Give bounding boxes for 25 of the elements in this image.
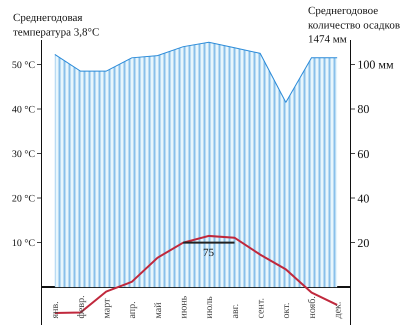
y2-tick-label: 20 <box>357 236 370 250</box>
y2-tick-label: 40 <box>357 191 370 206</box>
y2-tick-label: 60 <box>357 146 370 161</box>
x-tick-label: май <box>152 302 164 318</box>
y-tick-label: 50 °C <box>12 60 36 71</box>
x-tick-label: авг. <box>230 304 241 318</box>
y-tick-label: 10 °C <box>12 238 36 250</box>
x-tick-label: февр. <box>76 295 87 318</box>
x-tick-label: дек. <box>332 302 344 318</box>
annotation: Среднегодовое количество осадков 1474 мм <box>308 5 400 46</box>
y-tick-label: 20 °C <box>12 194 36 205</box>
x-tick-label: март <box>101 298 112 318</box>
x-tick-label: сент. <box>255 298 266 318</box>
y-tick-label: 40 °C <box>12 104 36 116</box>
x-tick-label: нояб. <box>306 296 318 318</box>
y2-tick-label: 100 мм <box>357 58 394 72</box>
x-tick-label: июнь <box>178 295 190 318</box>
x-tick-label: янв. <box>50 301 62 318</box>
x-tick-label: июль <box>204 296 216 318</box>
annotation: 75 <box>203 247 214 259</box>
y-tick-label: 30 °C <box>12 149 36 160</box>
x-tick-label: окт. <box>281 302 292 318</box>
x-tick-label: апр. <box>127 301 138 318</box>
y2-tick-label: 80 <box>357 102 370 116</box>
text: Среднегодовая температура 3,8°C <box>13 12 100 38</box>
